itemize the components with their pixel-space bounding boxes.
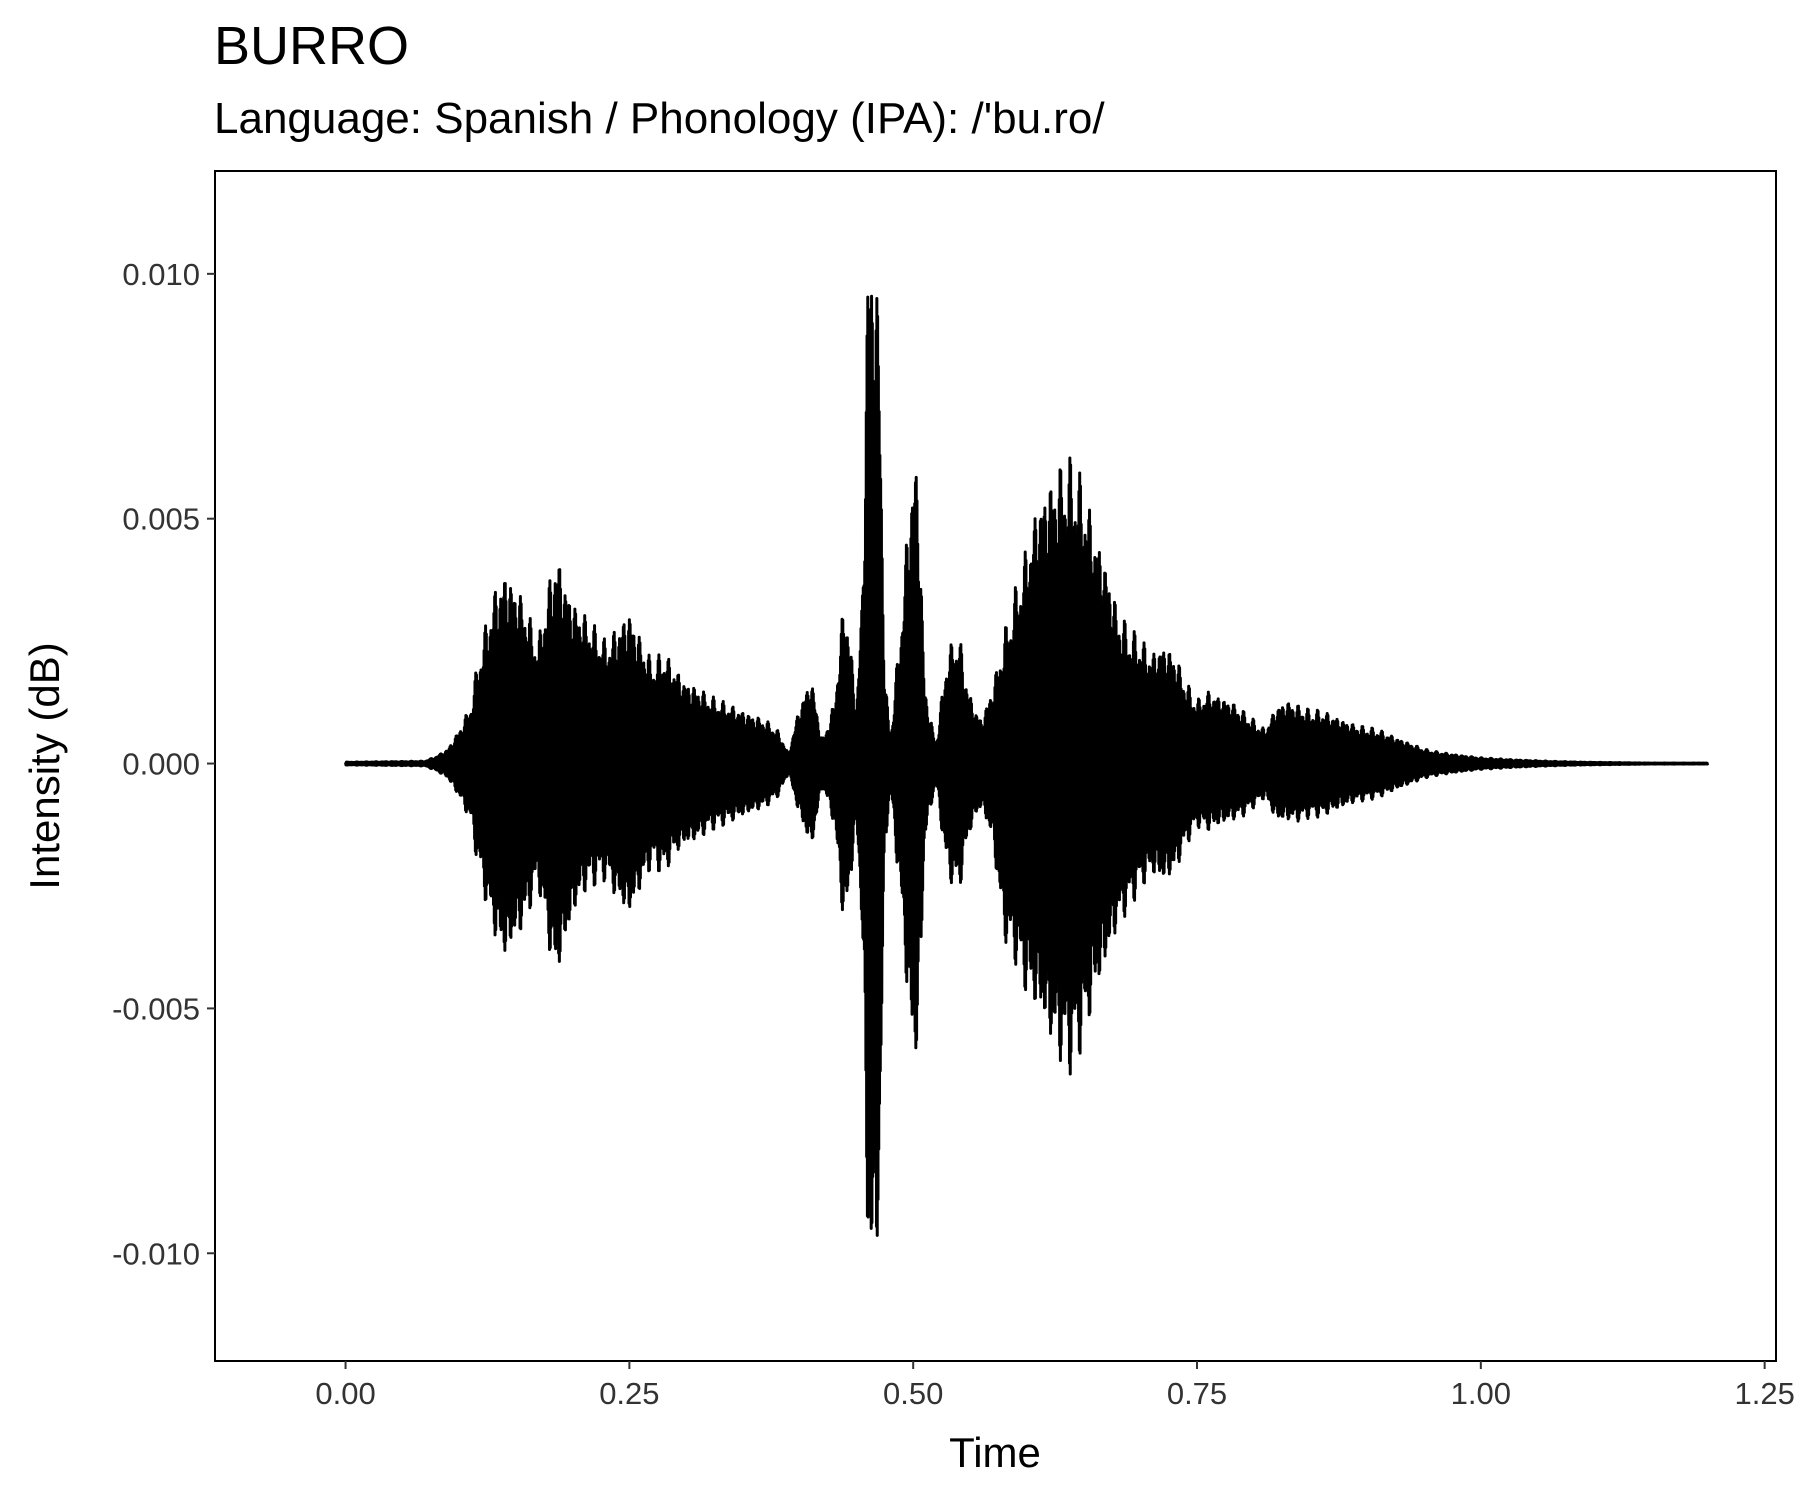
x-tick-label: 0.75 <box>1167 1376 1227 1411</box>
x-tick-label: 1.00 <box>1451 1376 1511 1411</box>
plot-panel-border <box>214 170 1777 1362</box>
y-tick-label: 0.010 <box>122 257 200 292</box>
x-axis-title: Time <box>949 1429 1041 1476</box>
y-axis-title: Intensity (dB) <box>21 642 68 889</box>
waveform-line <box>344 294 1710 1237</box>
y-tick-label: -0.010 <box>112 1236 200 1271</box>
y-tick-label: 0.005 <box>122 502 200 537</box>
x-tick-label: 0.25 <box>599 1376 659 1411</box>
y-axis: 0.010 0.005 0.000 -0.005 -0.010 <box>112 257 215 1271</box>
chart-subtitle: Language: Spanish / Phonology (IPA): /'b… <box>214 94 1105 143</box>
y-tick-label: -0.005 <box>112 991 200 1026</box>
y-tick-label: 0.000 <box>122 747 200 782</box>
x-axis: 0.00 0.25 0.50 0.75 1.00 1.25 <box>315 1361 1795 1411</box>
x-tick-label: 0.00 <box>315 1376 375 1411</box>
x-tick-label: 0.50 <box>883 1376 943 1411</box>
chart-title: BURRO <box>214 16 410 76</box>
x-tick-label: 1.25 <box>1734 1376 1794 1411</box>
waveform-series <box>344 294 1710 1237</box>
